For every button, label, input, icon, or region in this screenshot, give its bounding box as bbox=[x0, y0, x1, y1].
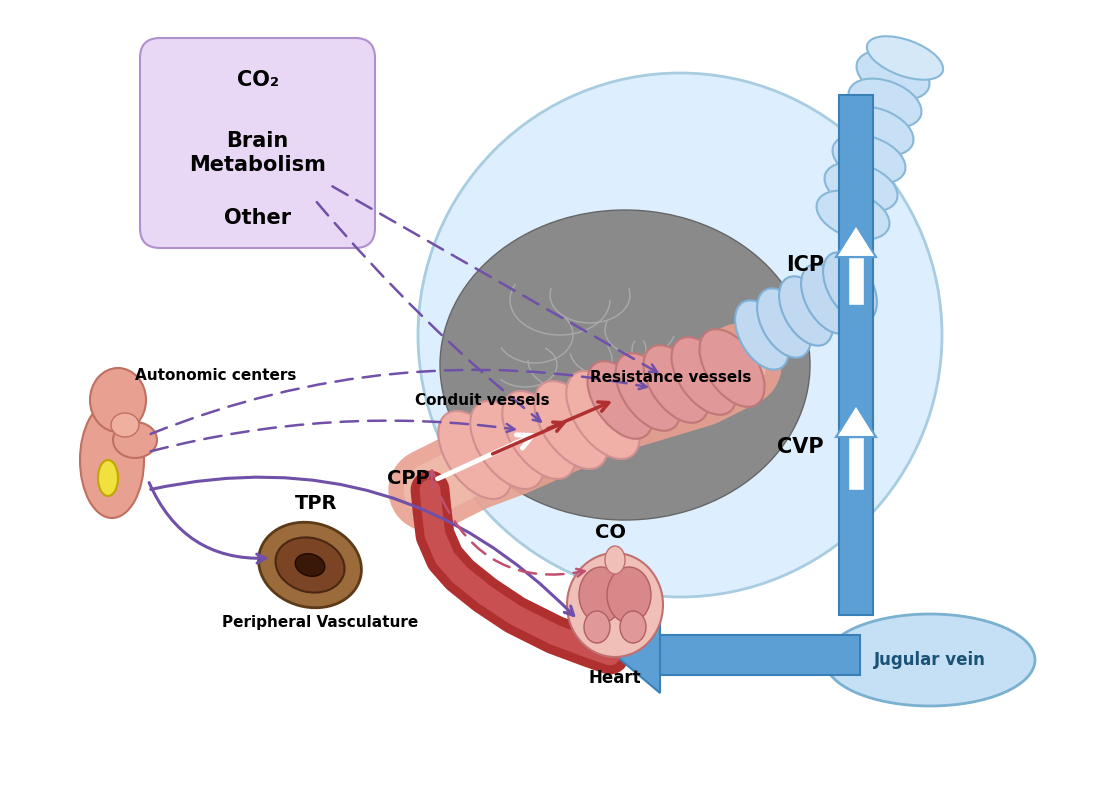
Text: TPR: TPR bbox=[295, 493, 338, 512]
Ellipse shape bbox=[440, 210, 810, 520]
Ellipse shape bbox=[579, 567, 623, 623]
Ellipse shape bbox=[607, 567, 651, 623]
Ellipse shape bbox=[276, 537, 344, 593]
Text: CO₂: CO₂ bbox=[236, 70, 278, 90]
Ellipse shape bbox=[111, 413, 139, 437]
Ellipse shape bbox=[258, 522, 362, 608]
Ellipse shape bbox=[823, 253, 877, 322]
Bar bbox=[660, 635, 860, 675]
FancyBboxPatch shape bbox=[140, 38, 375, 248]
Ellipse shape bbox=[857, 50, 930, 100]
Ellipse shape bbox=[779, 277, 833, 346]
Ellipse shape bbox=[672, 337, 737, 414]
Ellipse shape bbox=[583, 611, 610, 643]
Polygon shape bbox=[836, 225, 876, 257]
Text: CO: CO bbox=[595, 524, 625, 543]
Ellipse shape bbox=[615, 353, 681, 431]
Ellipse shape bbox=[566, 371, 640, 459]
Text: Brain
Metabolism: Brain Metabolism bbox=[189, 132, 326, 175]
Polygon shape bbox=[615, 617, 660, 693]
Text: Other: Other bbox=[224, 208, 291, 228]
Ellipse shape bbox=[90, 368, 146, 432]
Ellipse shape bbox=[848, 79, 921, 128]
Ellipse shape bbox=[801, 265, 855, 334]
Ellipse shape bbox=[567, 553, 663, 657]
Ellipse shape bbox=[620, 611, 646, 643]
Ellipse shape bbox=[757, 289, 811, 358]
Text: CPP: CPP bbox=[387, 469, 430, 488]
Ellipse shape bbox=[113, 422, 157, 458]
Ellipse shape bbox=[825, 163, 898, 211]
Ellipse shape bbox=[438, 411, 512, 499]
Ellipse shape bbox=[534, 381, 608, 469]
Polygon shape bbox=[836, 405, 876, 437]
Text: CVP: CVP bbox=[778, 437, 824, 457]
Ellipse shape bbox=[606, 546, 625, 574]
Bar bbox=[839, 95, 872, 615]
Text: Autonomic centers: Autonomic centers bbox=[135, 367, 297, 383]
Text: Resistance vessels: Resistance vessels bbox=[590, 370, 751, 384]
Ellipse shape bbox=[825, 614, 1035, 706]
Ellipse shape bbox=[699, 329, 764, 406]
Ellipse shape bbox=[588, 361, 653, 439]
Text: Conduit vessels: Conduit vessels bbox=[415, 392, 549, 407]
Ellipse shape bbox=[840, 107, 913, 155]
Ellipse shape bbox=[98, 460, 118, 496]
Ellipse shape bbox=[867, 36, 943, 80]
Ellipse shape bbox=[502, 391, 576, 479]
Ellipse shape bbox=[470, 401, 544, 489]
Bar bbox=[848, 257, 864, 305]
Ellipse shape bbox=[296, 554, 324, 576]
Circle shape bbox=[418, 73, 942, 597]
Ellipse shape bbox=[81, 402, 144, 518]
Ellipse shape bbox=[833, 135, 906, 183]
Ellipse shape bbox=[735, 300, 789, 370]
Bar bbox=[848, 437, 864, 490]
Text: Jugular vein: Jugular vein bbox=[874, 651, 986, 669]
Ellipse shape bbox=[816, 190, 889, 239]
Text: Heart: Heart bbox=[589, 669, 641, 687]
Text: Peripheral Vasculature: Peripheral Vasculature bbox=[222, 615, 418, 630]
Ellipse shape bbox=[643, 345, 708, 422]
Text: ICP: ICP bbox=[785, 255, 824, 275]
